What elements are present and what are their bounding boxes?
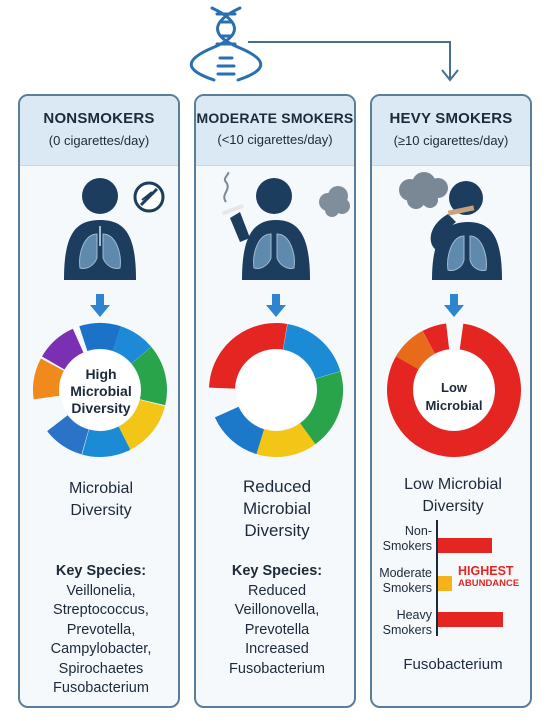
diversity-label-line: Low Microbial [404,476,502,493]
row-label-line: Non- [404,524,432,538]
panel-header: MODERATE SMOKERS (<10 cigarettes/day) [196,96,354,166]
down-arrow-icon [444,294,464,317]
species-item: Fusobacterium [229,660,325,677]
ring-label: Low Microbial [406,379,502,415]
connector-arrow [248,41,459,82]
species-item: Prevotella [244,621,310,638]
diversity-donut-chart [209,323,343,457]
diversity-label: Microbial Diversity [20,478,178,522]
abundance-bar-nonsmokers [438,538,492,553]
dna-connector-graphic [189,6,459,82]
chart-axis [436,520,438,636]
panel-title: MODERATE SMOKERS [196,110,354,126]
no-smoking-icon [133,181,165,213]
row-label: Heavy Smokers [372,608,432,638]
panel-title: HEVY SMOKERS [389,110,513,127]
key-species-heading: Key Species: [55,563,147,579]
ring-label-line: High [85,366,117,382]
diversity-label-line: Microbial [242,499,312,518]
row-label-line: Heavy [396,608,432,622]
person-smoking-icon [399,172,502,280]
ring-label-line: Low [441,380,467,395]
abundance-footer: Fusobacterium [403,656,503,673]
diversity-label-line: Diversity [70,502,132,519]
panel-title: NONSMOKERS [43,110,155,127]
ring-label-line: Diversity [71,400,131,416]
highlight-line-2: ABUNDANCE [458,578,520,589]
row-label-line: Smokers [382,539,432,553]
species-item: Veillonovella, [234,602,320,618]
panel-subtitle: (0 cigarettes/day) [48,133,150,148]
ring-label-line: Microbial [70,383,132,399]
ring-label: High Microbial Diversity [46,366,156,417]
diversity-donut-chart [387,323,521,457]
diversity-label-line: Diversity [422,498,484,515]
ring-label-line: Microbial [425,398,483,413]
panel-moderate-smokers: MODERATE SMOKERS (<10 cigarettes/day) [194,94,356,708]
abundance-bar-heavy [438,612,503,627]
row-label-line: Smokers [382,623,432,637]
diversity-label: Low Microbial Diversity [372,474,530,518]
key-species-list: Key Species: Reduced Veillonovella, Prev… [196,562,354,679]
species-item: Increased [245,641,309,657]
person-lungs-icon [64,178,136,280]
row-label-line: Smokers [382,581,432,595]
highest-abundance-label: HIGHEST ABUNDANCE [458,564,530,590]
down-arrow-icon [266,294,286,317]
species-item: Reduced [247,582,307,599]
panel-subtitle: (<10 cigarettes/day) [217,132,333,147]
species-item: Streptococcus, [53,602,149,618]
species-item: Fusobacterium [53,680,149,696]
panel-header: NONSMOKERS (0 cigarettes/day) [20,96,178,166]
panel-subtitle: (≥10 cigarettes/day) [393,133,509,148]
dna-icon [189,6,263,82]
species-item: Veillonelia, [66,582,136,599]
diversity-label-line: Microbial [68,480,133,497]
panel-heavy-smokers: HEVY SMOKERS (≥10 cigarettes/day) Low Mi… [370,94,532,708]
key-species-list: Key Species: Veillonelia, Streptococcus,… [20,562,178,699]
panel-header: HEVY SMOKERS (≥10 cigarettes/day) [372,96,530,166]
highlight-line-1: HIGHEST [458,564,514,578]
abundance-bar-moderate [438,576,452,591]
row-label: Non- Smokers [372,524,432,554]
diversity-label-line: Reduced [242,477,312,496]
panel-nonsmokers: NONSMOKERS (0 cigarettes/day) [18,94,180,708]
person-cigarette-icon [221,172,350,280]
species-item: Spirochaetes [58,660,144,677]
species-item: Prevotella, [66,621,136,638]
species-item: Campylobacter, [50,641,152,657]
row-label: Moderate Smokers [372,566,432,596]
abundance-chart: Non- Smokers Moderate Smokers HIGHEST AB… [372,520,530,650]
diversity-label: Reduced Microbial Diversity [196,476,354,542]
diversity-label-line: Diversity [244,521,310,540]
down-arrow-icon [90,294,110,317]
key-species-heading: Key Species: [231,563,323,579]
diversity-donut-chart [33,323,167,457]
row-label-line: Moderate [379,566,432,580]
